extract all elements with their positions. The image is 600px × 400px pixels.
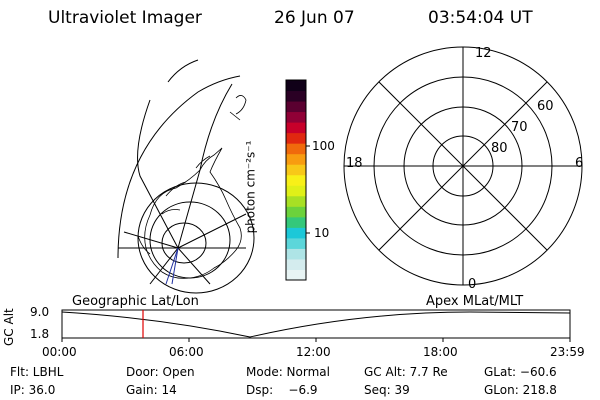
colorbar-segment [286,122,306,134]
gc-alt-status: GC Alt: 7.7 Re [364,365,448,379]
colorbar-segment [286,101,306,113]
colorbar-segment [286,248,306,260]
altitude-min-label: 1.8 [30,327,50,341]
geographic-label: Geographic Lat/Lon [72,294,199,309]
x-tick-1200: 12:00 [296,345,331,359]
seq-status: Seq: 39 [364,383,410,397]
colorbar-segment [286,174,306,186]
colorbar-tick-10: 10 [314,226,330,240]
colorbar-segment [286,132,306,144]
colorbar-segment [286,153,306,165]
x-tick-0600: 06:00 [169,345,204,359]
time-label: 03:54:04 UT [428,8,533,28]
x-tick-2359: 23:59 [550,345,585,359]
mlat-60-label: 60 [537,99,554,114]
ip-status: IP: 36.0 [10,383,56,397]
colorbar-segment [286,80,306,92]
dsp-status: Dsp: −6.9 [246,383,318,397]
colorbar-segment [286,195,306,207]
colorbar-segment [286,206,306,218]
mlt-0-label: 0 [468,277,477,292]
mlat-80-label: 80 [491,141,508,156]
x-tick-0000: 00:00 [42,345,77,359]
glat-status: GLat: −60.6 [484,365,557,379]
colorbar-segment [286,143,306,155]
colorbar-segment [286,258,306,270]
colorbar-segment [286,227,306,239]
gain-status: Gain: 14 [126,383,177,397]
altitude-axis-label: GC Alt [2,308,16,346]
colorbar-segment [286,185,306,197]
colorbar-segment [286,90,306,102]
altitude-max-label: 9.0 [30,305,50,319]
instrument-title: Ultraviolet Imager [48,8,202,28]
mlt-6-label: 6 [575,156,584,171]
colorbar-segment [286,216,306,228]
mlat-70-label: 70 [511,120,528,135]
colorbar-segment [286,269,306,281]
colorbar-segment [286,164,306,176]
x-tick-1800: 18:00 [423,345,458,359]
door-status: Door: Open [126,365,195,379]
colorbar-segment [286,111,306,123]
mode-status: Mode: Normal [246,365,330,379]
glon-status: GLon: 218.8 [484,383,557,397]
colorbar-segment [286,237,306,249]
apex-label: Apex MLat/MLT [426,294,524,309]
mlt-12-label: 12 [475,46,492,61]
colorbar-tick-100: 100 [312,139,335,153]
filter-status: Flt: LBHL [10,365,64,379]
date-label: 26 Jun 07 [274,8,355,28]
mlt-18-label: 18 [346,156,363,171]
